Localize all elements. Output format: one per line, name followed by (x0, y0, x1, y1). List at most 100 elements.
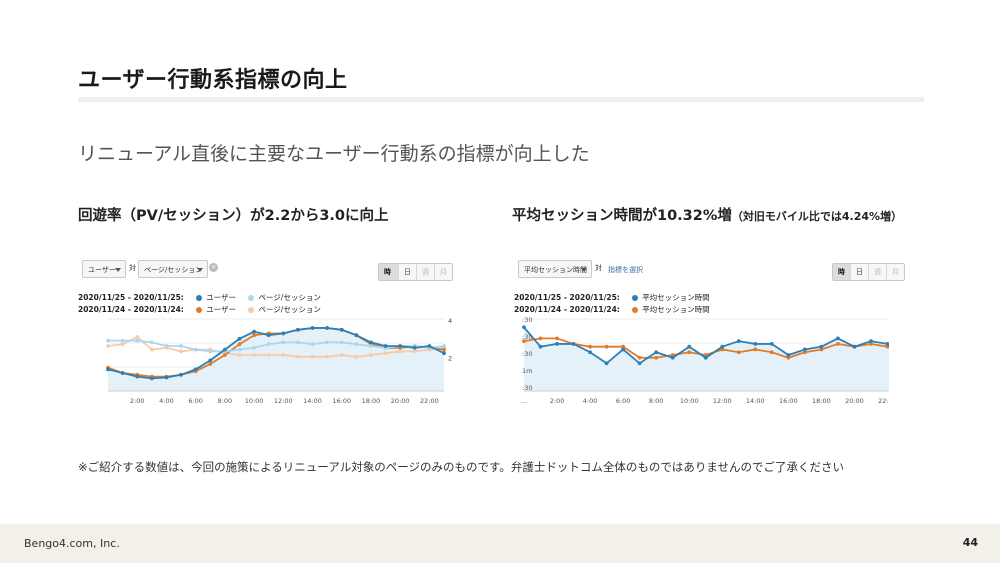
data-point (106, 367, 110, 372)
vs-label: 対 (129, 264, 136, 272)
data-point (654, 355, 659, 360)
data-point (604, 344, 609, 349)
right-line-chart: … 2:00 4:00 6:00 8:00 10:00 12:00 14:00 16:00 18:… (521, 316, 889, 405)
data-point (802, 350, 807, 355)
series-area (108, 328, 444, 391)
seg-week[interactable]: 週 (417, 264, 435, 280)
data-point (369, 340, 373, 345)
data-point (555, 342, 559, 346)
data-point (442, 351, 446, 356)
legend-label: ページ/セッション (258, 305, 321, 314)
data-point (753, 347, 758, 352)
x-tick-label: 16:00 (779, 397, 798, 405)
seg-hourly[interactable]: 時間別 (833, 264, 851, 280)
x-tick-label: 10:00 (245, 397, 264, 405)
data-point (252, 333, 256, 338)
seg-month[interactable]: 月 (887, 264, 904, 280)
data-point (538, 344, 543, 349)
legend-label: 平均セッション時間 (642, 305, 710, 314)
x-tick-label: 20:00 (391, 397, 410, 405)
chevron-down-icon (581, 268, 587, 272)
right-controls: 平均セッション時間 対 指標を選択 時間別 日 週 月 (514, 260, 905, 281)
series-line (523, 326, 889, 365)
data-point (538, 336, 543, 341)
x-tick-label: 4:00 (583, 397, 598, 405)
data-point (670, 355, 675, 360)
seg-day[interactable]: 日 (851, 264, 869, 280)
data-point (588, 344, 592, 349)
data-point (120, 342, 125, 347)
close-icon[interactable]: × (209, 263, 218, 272)
left-controls: ユーザー 対 ページ/セッション × 時間別 日 週 月 (78, 260, 453, 281)
footer-bar: Bengo4.com, Inc. 44 (0, 524, 1000, 563)
x-tick-label: 6:00 (188, 397, 203, 405)
legend-current: 2020/11/25 - 2020/11/25: 平均セッション時間 (514, 292, 710, 303)
select-metric-link[interactable]: 指標を選択 (608, 266, 643, 274)
legend-item: 平均セッション時間 (632, 292, 710, 303)
data-point (237, 353, 242, 357)
x-tick-label: 14:00 (746, 397, 765, 405)
data-point (222, 353, 227, 357)
data-point (687, 350, 692, 355)
seg-hourly[interactable]: 時間別 (379, 264, 399, 280)
metric-dropdown-users[interactable]: ユーザー (82, 260, 126, 278)
data-point (571, 342, 576, 346)
data-point (281, 340, 286, 345)
data-point (120, 338, 125, 343)
metric-dropdown-pps[interactable]: ページ/セッション (138, 260, 208, 278)
data-point (786, 355, 791, 360)
data-point (637, 361, 642, 366)
x-tick-label: 8:00 (218, 397, 233, 405)
right-heading-note: （対旧モバイル比では4.24%増） (731, 210, 903, 223)
data-point (604, 361, 609, 366)
metric-dropdown-label: ページ/セッション (144, 266, 203, 274)
data-point (819, 344, 824, 349)
data-point (193, 347, 198, 352)
data-point (802, 347, 807, 352)
seg-week[interactable]: 週 (869, 264, 887, 280)
left-panel-heading: 回遊率（PV/セッション）が2.2から3.0に向上 (78, 208, 389, 224)
data-point (325, 340, 330, 345)
data-point (237, 347, 242, 352)
left-chart-panel: ユーザー 対 ページ/セッション × 時間別 日 週 月 2020/11/25 … (78, 258, 453, 406)
x-tick-label: 2:00 (130, 397, 145, 405)
x-tick-label: 2:00 (550, 397, 565, 405)
range-previous: 2020/11/24 - 2020/11/24: (514, 305, 620, 314)
x-tick-label: 6:00 (616, 397, 631, 405)
range-current: 2020/11/25 - 2020/11/25: (514, 293, 620, 302)
legend-label: ユーザー (206, 293, 237, 302)
data-point (222, 347, 227, 352)
data-point (296, 327, 300, 332)
data-point (852, 344, 857, 349)
data-point (310, 354, 315, 359)
y-tick-label: :30 (522, 316, 532, 324)
data-point (164, 344, 169, 348)
data-point (106, 338, 110, 343)
dot-icon (196, 294, 203, 301)
seg-day[interactable]: 日 (399, 264, 417, 280)
metric-dropdown-avg-session[interactable]: 平均セッション時間 (518, 260, 592, 278)
x-tick-label: 12:00 (713, 397, 732, 405)
y-tick-label: 2 (448, 355, 452, 363)
data-point (135, 335, 140, 339)
data-point (412, 349, 417, 354)
page-number: 44 (962, 536, 978, 549)
left-line-chart: 2:00 4:00 6:00 8:00 10:00 12:00 14:00 16:00 18:0… (106, 317, 452, 405)
data-point (325, 326, 330, 330)
slide-title: ユーザー行動系指標の向上 (78, 68, 348, 93)
data-point (208, 358, 213, 363)
seg-month[interactable]: 月 (435, 264, 452, 280)
y-tick-label: 4 (448, 317, 452, 325)
metric-dropdown-label: 平均セッション時間 (524, 266, 587, 274)
data-point (179, 372, 183, 377)
data-point (149, 376, 154, 381)
slide-subtitle: リニューアル直後に主要なユーザー行動系の指標が向上した (78, 143, 590, 165)
data-point (354, 354, 359, 359)
dot-icon (196, 306, 203, 313)
x-tick-label: 16:00 (332, 397, 351, 405)
data-point (208, 349, 213, 354)
legend-label: ページ/セッション (258, 293, 321, 302)
legend-previous: 2020/11/24 - 2020/11/24: ユーザー ページ/セッション (78, 304, 321, 315)
x-tick-label: 20:00 (845, 397, 864, 405)
data-point (398, 344, 403, 348)
